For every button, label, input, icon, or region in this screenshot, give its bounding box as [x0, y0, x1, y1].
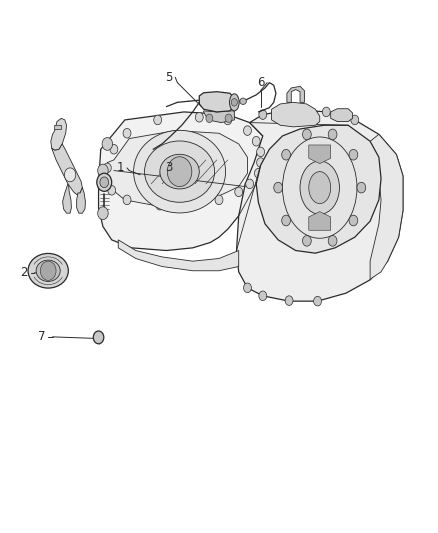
Polygon shape: [204, 111, 234, 123]
Circle shape: [215, 195, 223, 205]
Circle shape: [231, 99, 237, 106]
Text: 6: 6: [257, 76, 265, 89]
Circle shape: [206, 114, 213, 123]
Ellipse shape: [160, 155, 199, 189]
Circle shape: [244, 283, 251, 293]
Circle shape: [167, 157, 192, 187]
Polygon shape: [199, 92, 234, 112]
Circle shape: [110, 144, 118, 154]
Circle shape: [154, 115, 162, 125]
Circle shape: [285, 296, 293, 305]
Ellipse shape: [230, 94, 239, 111]
Polygon shape: [51, 118, 67, 150]
Circle shape: [303, 129, 311, 140]
Ellipse shape: [134, 130, 226, 213]
Circle shape: [282, 215, 290, 226]
Polygon shape: [52, 144, 82, 195]
Polygon shape: [107, 131, 247, 205]
Circle shape: [282, 149, 290, 160]
Circle shape: [322, 107, 330, 117]
Text: 2: 2: [20, 266, 28, 279]
Text: 7: 7: [38, 330, 46, 343]
Circle shape: [351, 115, 359, 125]
Circle shape: [259, 291, 267, 301]
Circle shape: [244, 126, 251, 135]
Circle shape: [349, 215, 358, 226]
Circle shape: [108, 185, 116, 195]
Circle shape: [98, 207, 108, 220]
Circle shape: [274, 182, 283, 193]
Circle shape: [189, 200, 197, 210]
Ellipse shape: [28, 254, 68, 288]
Polygon shape: [63, 184, 71, 213]
Text: 5: 5: [165, 71, 172, 84]
Circle shape: [290, 104, 297, 114]
Circle shape: [257, 147, 265, 157]
Polygon shape: [237, 109, 403, 301]
Circle shape: [100, 174, 108, 183]
Circle shape: [64, 168, 76, 182]
Ellipse shape: [240, 98, 246, 104]
Polygon shape: [54, 125, 61, 129]
Circle shape: [195, 112, 203, 122]
Circle shape: [123, 128, 131, 138]
Circle shape: [254, 168, 262, 178]
Polygon shape: [309, 212, 331, 230]
Text: 3: 3: [165, 161, 172, 174]
Circle shape: [235, 187, 243, 197]
Circle shape: [303, 236, 311, 246]
Circle shape: [102, 138, 113, 150]
Polygon shape: [99, 112, 263, 251]
Circle shape: [252, 136, 260, 146]
Polygon shape: [77, 188, 85, 213]
Ellipse shape: [300, 161, 339, 214]
Circle shape: [349, 149, 358, 160]
Circle shape: [257, 158, 265, 167]
Circle shape: [328, 236, 337, 246]
Circle shape: [156, 200, 164, 210]
Circle shape: [100, 177, 109, 188]
Polygon shape: [287, 86, 304, 102]
Circle shape: [98, 164, 108, 177]
Circle shape: [40, 261, 56, 280]
Circle shape: [357, 182, 366, 193]
Text: 1: 1: [117, 161, 124, 174]
Ellipse shape: [36, 260, 60, 281]
Polygon shape: [256, 125, 381, 253]
Polygon shape: [118, 240, 239, 271]
Circle shape: [97, 173, 112, 191]
Polygon shape: [331, 109, 353, 122]
Circle shape: [246, 179, 254, 189]
Polygon shape: [309, 145, 331, 164]
Circle shape: [123, 195, 131, 205]
Circle shape: [93, 331, 104, 344]
Ellipse shape: [145, 141, 215, 202]
Circle shape: [103, 163, 111, 173]
Circle shape: [259, 110, 267, 119]
Circle shape: [225, 114, 232, 123]
Polygon shape: [272, 102, 320, 127]
Circle shape: [314, 296, 321, 306]
Polygon shape: [364, 134, 403, 280]
Circle shape: [328, 129, 337, 140]
Circle shape: [224, 115, 232, 125]
Ellipse shape: [309, 172, 331, 204]
